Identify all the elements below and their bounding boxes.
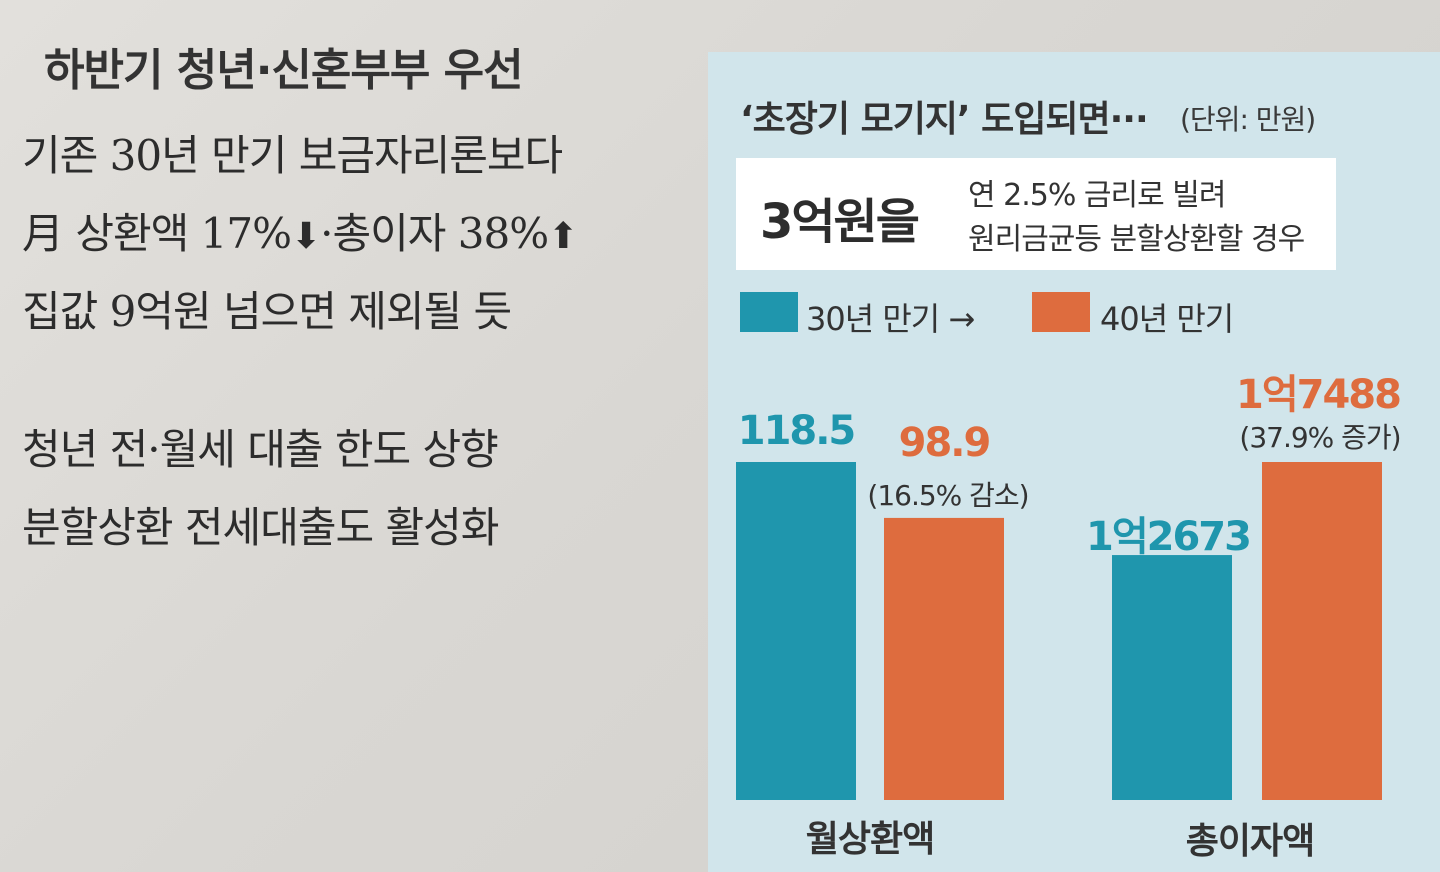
- legend-label-30y: 30년 만기 →: [806, 300, 975, 338]
- loan-amount: 3억원을: [760, 194, 920, 250]
- article-line: 집값 9억원 넘으면 제외될 듯: [22, 287, 512, 336]
- condition-box: [736, 158, 1336, 270]
- bar-value-monthly-40y: 98.9: [898, 420, 992, 466]
- bar-value-monthly-30y: 118.5: [737, 408, 857, 454]
- interest-increase-text: ·총이자 38%: [320, 209, 549, 258]
- monthly-decrease-text: 月 상환액 17%: [22, 209, 292, 258]
- bar-value-interest-30y: 1억2673: [1086, 514, 1252, 560]
- article-line: 月 상환액 17%⬇·총이자 38%⬆: [22, 200, 578, 261]
- bar-interest-30y: [1112, 555, 1232, 800]
- chart-unit: (단위: 만원): [1180, 103, 1316, 136]
- article-line: 분할상환 전세대출도 활성화: [22, 503, 499, 552]
- bar-note-interest: (37.9% 증가): [1239, 421, 1401, 454]
- condition-rate: 연 2.5% 금리로 빌려: [968, 178, 1226, 213]
- bar-note-monthly: (16.5% 감소): [867, 479, 1029, 512]
- bar-monthly-40y: [884, 517, 1004, 800]
- article-line: 청년 전·월세 대출 한도 상향: [22, 425, 499, 474]
- arrow-up-icon: ⬆: [548, 216, 578, 257]
- legend-label-40y: 40년 만기: [1100, 300, 1234, 338]
- chart-title: ‘초장기 모기지’ 도입되면···: [740, 99, 1149, 140]
- bar-interest-40y: [1262, 462, 1382, 800]
- category-label-monthly: 월상환액: [805, 819, 935, 860]
- legend-swatch-30y: [740, 292, 798, 332]
- category-label-interest: 총이자액: [1185, 821, 1315, 862]
- condition-method: 원리금균등 분할상환할 경우: [968, 222, 1305, 257]
- headline: 하반기 청년·신혼부부 우선: [44, 45, 524, 96]
- article-text: 하반기 청년·신혼부부 우선 기존 30년 만기 보금자리론보다 月 상환액 1…: [0, 0, 700, 872]
- bar-value-interest-40y: 1억7488: [1236, 372, 1402, 418]
- legend-swatch-40y: [1032, 292, 1090, 332]
- bar-monthly-30y: [736, 462, 856, 800]
- arrow-down-icon: ⬇: [290, 216, 321, 257]
- article-line: 기존 30년 만기 보금자리론보다: [22, 131, 563, 180]
